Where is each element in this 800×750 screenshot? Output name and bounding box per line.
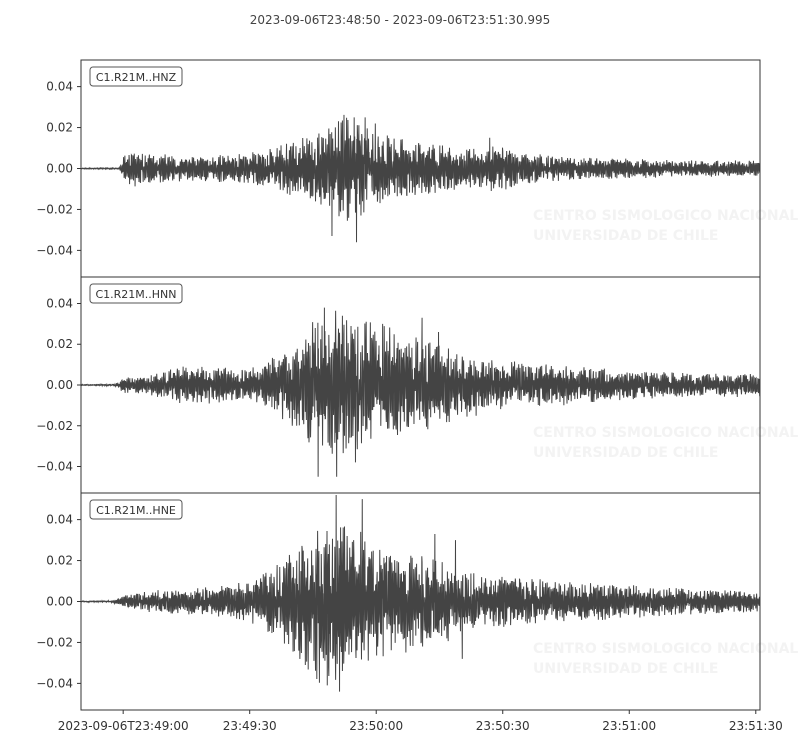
y-tick-label: −0.02 <box>36 419 73 433</box>
watermark-line1: CENTRO SISMOLOGICO NACIONAL <box>533 641 798 657</box>
waveform-trace <box>80 307 761 477</box>
station-label-text: C1.R21M..HNZ <box>96 71 177 84</box>
station-label-text: C1.R21M..HNN <box>95 288 176 301</box>
y-tick-label: −0.02 <box>36 635 73 649</box>
x-tick-label: 23:49:30 <box>223 719 277 733</box>
x-tick-label: 2023-09-06T23:49:00 <box>58 719 189 733</box>
y-tick-label: 0.04 <box>46 513 73 527</box>
x-tick-label: 23:50:00 <box>349 719 403 733</box>
station-label-text: C1.R21M..HNE <box>96 504 176 517</box>
y-tick-label: 0.04 <box>46 80 73 94</box>
watermark-line2: UNIVERSIDAD DE CHILE <box>533 228 718 244</box>
y-tick-label: −0.04 <box>36 243 73 257</box>
station-label-box <box>89 283 183 304</box>
waveform-trace <box>80 114 761 243</box>
y-tick-label: 0.04 <box>46 296 73 310</box>
y-tick-label: 0.02 <box>46 337 73 351</box>
station-label-box <box>89 499 183 520</box>
station-label: C1.R21M..HNE <box>89 499 183 520</box>
y-tick-label: 0.00 <box>46 595 73 609</box>
x-tick-label: 23:51:00 <box>602 719 656 733</box>
waveform-trace <box>80 495 761 692</box>
x-tick-label: 23:51:30 <box>729 719 783 733</box>
y-tick-label: −0.04 <box>36 460 73 474</box>
y-tick-label: −0.04 <box>36 676 73 690</box>
watermark-line2: UNIVERSIDAD DE CHILE <box>533 445 718 461</box>
watermark-line1: CENTRO SISMOLOGICO NACIONAL <box>533 208 798 224</box>
y-tick-label: 0.02 <box>46 554 73 568</box>
watermark-line1: CENTRO SISMOLOGICO NACIONAL <box>533 425 798 441</box>
watermark-line2: UNIVERSIDAD DE CHILE <box>533 661 718 677</box>
station-label-box <box>89 66 183 87</box>
x-tick-label: 23:50:30 <box>476 719 530 733</box>
station-label: C1.R21M..HNZ <box>89 66 183 87</box>
y-tick-label: 0.00 <box>46 378 73 392</box>
chart-title: 2023-09-06T23:48:50 - 2023-09-06T23:51:3… <box>249 13 551 27</box>
y-tick-label: −0.02 <box>36 202 73 216</box>
y-tick-label: 0.00 <box>46 162 73 176</box>
station-label: C1.R21M..HNN <box>89 283 183 304</box>
y-tick-label: 0.02 <box>46 121 73 135</box>
